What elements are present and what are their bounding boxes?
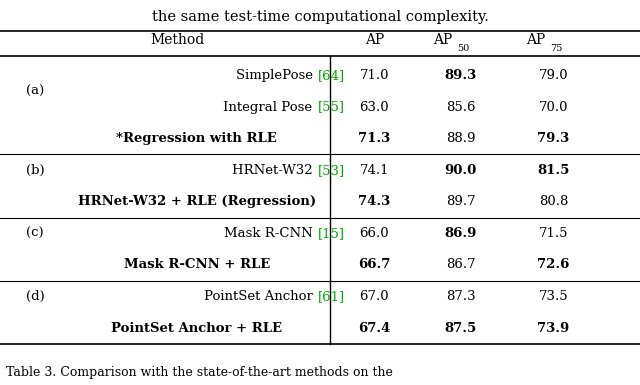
Text: 66.0: 66.0 — [360, 227, 389, 240]
Text: 81.5: 81.5 — [538, 164, 570, 177]
Text: Integral Pose: Integral Pose — [223, 100, 317, 114]
Text: [15]: [15] — [318, 227, 345, 240]
Text: 73.9: 73.9 — [538, 321, 570, 335]
Text: 67.0: 67.0 — [360, 290, 389, 303]
Text: 86.7: 86.7 — [446, 258, 476, 271]
Text: the same test-time computational complexity.: the same test-time computational complex… — [152, 10, 488, 23]
Text: 88.9: 88.9 — [446, 132, 476, 145]
Text: [55]: [55] — [318, 100, 345, 114]
Text: Mask R-CNN: Mask R-CNN — [224, 227, 317, 240]
Text: 85.6: 85.6 — [446, 100, 476, 114]
Text: 79.0: 79.0 — [539, 69, 568, 82]
Text: 86.9: 86.9 — [445, 227, 477, 240]
Text: Table 3. Comparison with the state-of-the-art methods on the: Table 3. Comparison with the state-of-th… — [6, 366, 393, 379]
Text: (b): (b) — [26, 164, 45, 177]
Text: 87.5: 87.5 — [445, 321, 477, 335]
Text: [64]: [64] — [318, 69, 345, 82]
Text: SimplePose: SimplePose — [236, 69, 317, 82]
Text: 71.5: 71.5 — [539, 227, 568, 240]
Text: PointSet Anchor: PointSet Anchor — [204, 290, 317, 303]
Text: HRNet-W32 + RLE (Regression): HRNet-W32 + RLE (Regression) — [77, 195, 316, 208]
Text: 66.7: 66.7 — [358, 258, 390, 271]
Text: 71.0: 71.0 — [360, 69, 389, 82]
Text: Method: Method — [150, 33, 205, 47]
Text: 87.3: 87.3 — [446, 290, 476, 303]
Text: 74.1: 74.1 — [360, 164, 389, 177]
Text: 71.3: 71.3 — [358, 132, 390, 145]
Text: HRNet-W32: HRNet-W32 — [232, 164, 317, 177]
Text: 67.4: 67.4 — [358, 321, 390, 335]
Text: 90.0: 90.0 — [445, 164, 477, 177]
Text: PointSet Anchor + RLE: PointSet Anchor + RLE — [111, 321, 282, 335]
Text: (d): (d) — [26, 290, 45, 303]
Text: 79.3: 79.3 — [538, 132, 570, 145]
Text: 89.7: 89.7 — [446, 195, 476, 208]
Text: 74.3: 74.3 — [358, 195, 390, 208]
Text: 63.0: 63.0 — [360, 100, 389, 114]
Text: [53]: [53] — [318, 164, 345, 177]
Text: 80.8: 80.8 — [539, 195, 568, 208]
Text: Mask R-CNN + RLE: Mask R-CNN + RLE — [124, 258, 270, 271]
Text: 75: 75 — [550, 44, 563, 53]
Text: 72.6: 72.6 — [538, 258, 570, 271]
Text: 89.3: 89.3 — [445, 69, 477, 82]
Text: *Regression with RLE: *Regression with RLE — [116, 132, 277, 145]
Text: 73.5: 73.5 — [539, 290, 568, 303]
Text: AP: AP — [433, 33, 452, 47]
Text: [61]: [61] — [318, 290, 345, 303]
Text: (a): (a) — [26, 85, 44, 98]
Text: AP: AP — [365, 33, 384, 47]
Text: (c): (c) — [26, 227, 44, 240]
Text: 50: 50 — [458, 44, 470, 53]
Text: AP: AP — [526, 33, 545, 47]
Text: 70.0: 70.0 — [539, 100, 568, 114]
